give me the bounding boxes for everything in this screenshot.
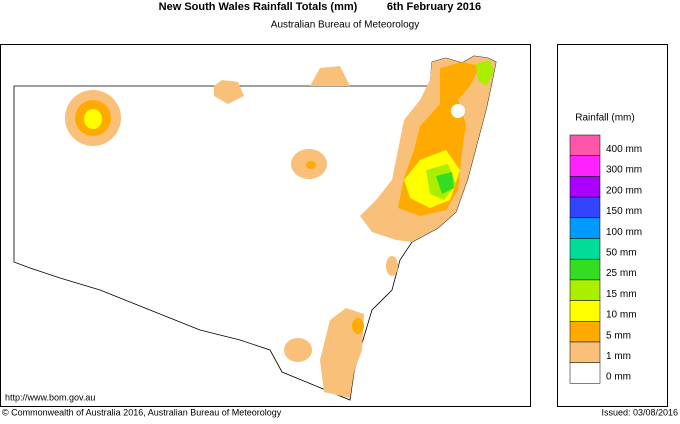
legend-label: 50 mm [606, 247, 637, 258]
title: New South Wales Rainfall Totals (mm) [159, 1, 358, 13]
dry-patch [451, 104, 465, 118]
rain-5mm-south [352, 318, 364, 334]
legend-swatch [569, 196, 601, 219]
legend-swatch [569, 362, 601, 384]
rain-10mm-west [84, 109, 102, 129]
rain-1mm-coast2 [386, 256, 398, 276]
legend-label: 1 mm [606, 351, 631, 362]
legend-swatch [569, 134, 601, 156]
subtitle: Australian Bureau of Meteorology [271, 20, 419, 31]
rain-5mm-central [306, 161, 316, 169]
legend-label: 10 mm [606, 310, 637, 321]
legend-label: 15 mm [606, 289, 637, 300]
legend-label: 100 mm [606, 227, 642, 238]
legend-swatch [569, 258, 601, 281]
issued: Issued: 03/08/2016 [601, 407, 678, 417]
date: 6th February 2016 [387, 1, 481, 13]
legend-label: 200 mm [606, 185, 642, 196]
legend-swatch [569, 321, 601, 343]
copyright: © Commonwealth of Australia 2016, Austra… [2, 407, 282, 417]
legend-label: 400 mm [606, 144, 642, 155]
rain-1mm-north2 [214, 80, 244, 104]
legend-swatch [569, 279, 601, 301]
legend-title: Rainfall (mm) [575, 113, 634, 124]
rain-1mm-south [320, 308, 364, 398]
rain-1mm-north [310, 66, 350, 86]
legend-label: 300 mm [606, 165, 642, 176]
legend-swatch [569, 217, 601, 239]
legend-swatch [569, 176, 601, 198]
legend-swatch [569, 300, 601, 322]
legend-swatch [569, 238, 601, 260]
map [13, 55, 497, 401]
legend-label: 150 mm [606, 206, 642, 217]
legend: 400 mm 300 mm 200 mm 150 mm 100 mm 50 mm 25 mm… [569, 134, 642, 384]
legend-label: 5 mm [606, 330, 631, 341]
rain-25mm [436, 172, 454, 194]
legend-label: 0 mm [606, 372, 631, 383]
url: http://www.bom.gov.au [5, 392, 95, 402]
legend-label: 25 mm [606, 268, 637, 279]
legend-swatch [569, 155, 601, 177]
rain-1mm-sw [284, 338, 312, 362]
rain-15mm-north [476, 60, 494, 86]
legend-swatch [569, 341, 601, 363]
